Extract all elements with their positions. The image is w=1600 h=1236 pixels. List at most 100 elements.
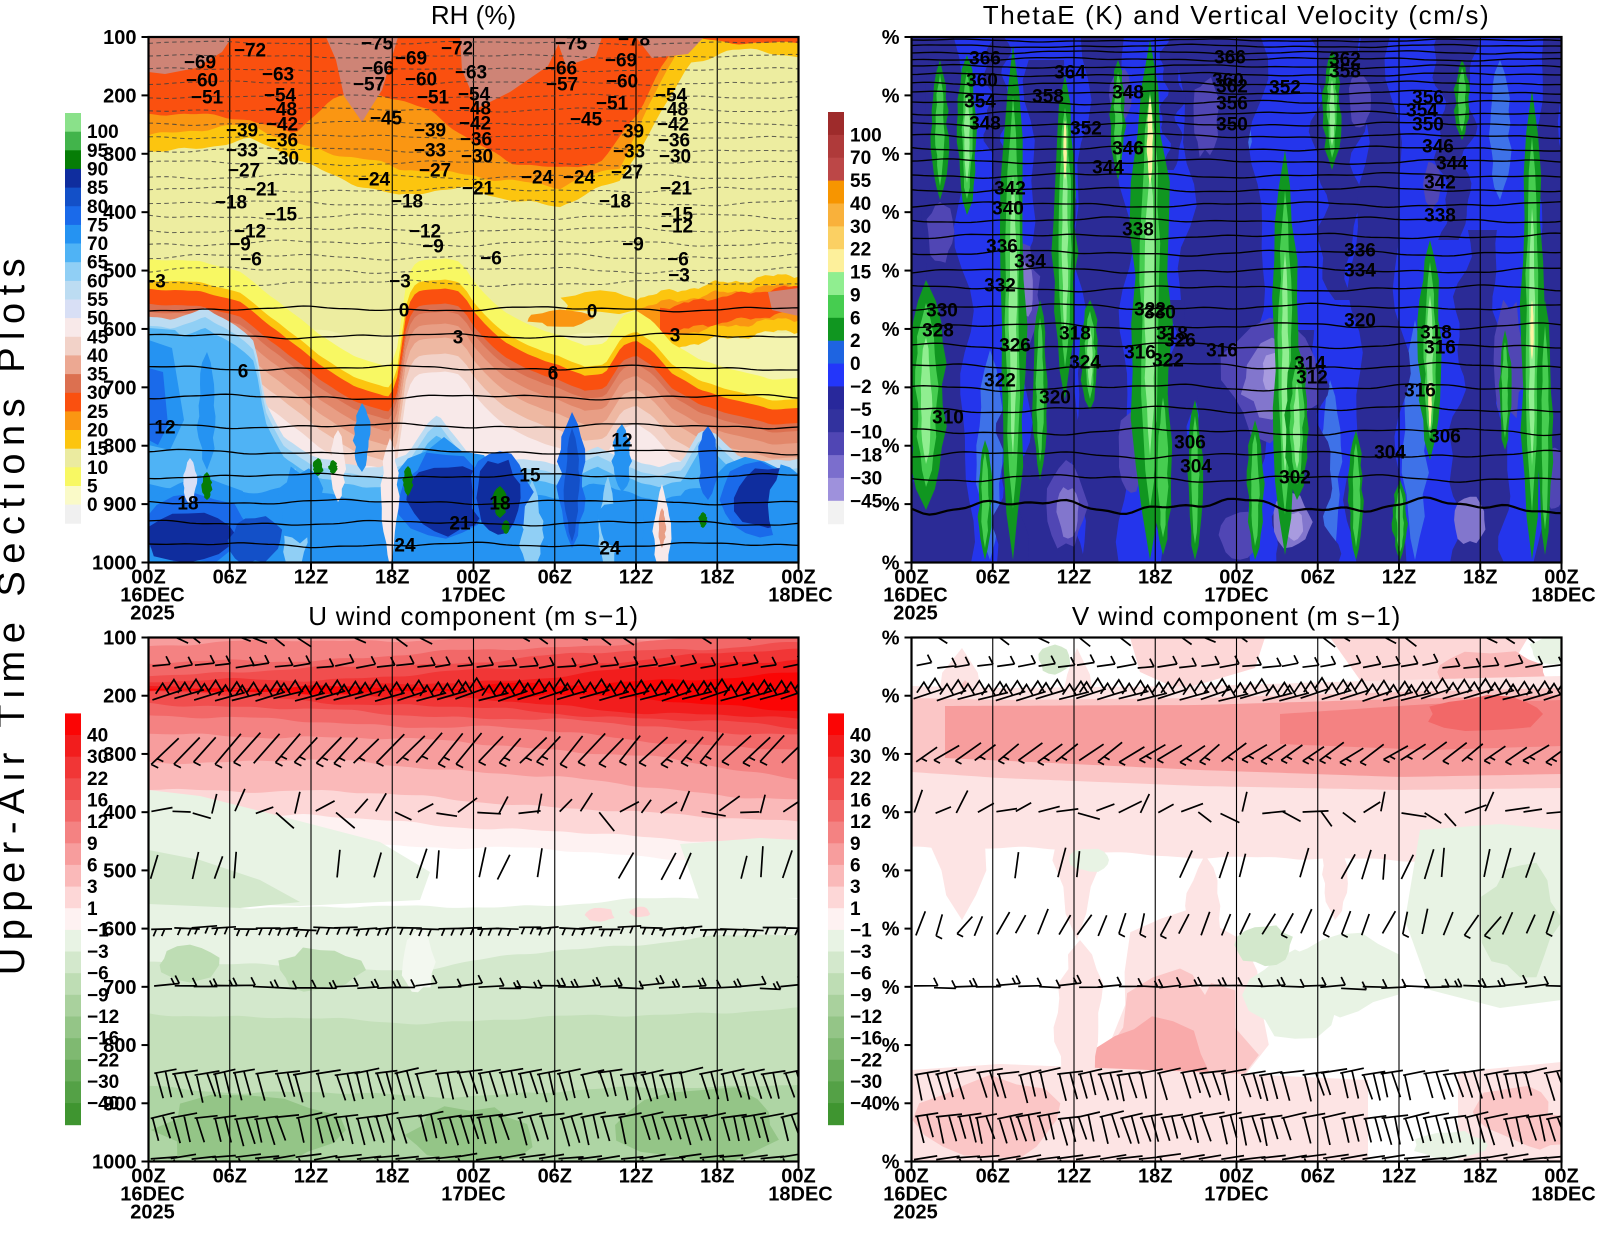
- svg-text:9: 9: [850, 286, 861, 307]
- svg-text:−1: −1: [87, 920, 109, 941]
- svg-text:06Z: 06Z: [976, 1166, 1010, 1188]
- svg-text:6: 6: [548, 364, 559, 385]
- svg-text:22: 22: [87, 769, 108, 790]
- svg-text:%: %: [882, 144, 900, 166]
- svg-text:70: 70: [87, 234, 108, 255]
- svg-text:320: 320: [1039, 388, 1071, 409]
- svg-text:00Z: 00Z: [131, 1166, 165, 1188]
- svg-text:16DEC: 16DEC: [120, 585, 184, 607]
- svg-text:−60: −60: [405, 70, 437, 91]
- svg-text:−12: −12: [850, 1007, 882, 1028]
- svg-text:338: 338: [1424, 206, 1456, 227]
- svg-text:344: 344: [1436, 154, 1468, 175]
- svg-text:322: 322: [984, 371, 1016, 392]
- svg-text:900: 900: [103, 494, 136, 516]
- svg-text:40: 40: [850, 194, 871, 215]
- svg-text:−45: −45: [570, 110, 603, 131]
- svg-text:−54: −54: [655, 86, 688, 107]
- svg-text:%: %: [882, 977, 900, 999]
- svg-text:%: %: [882, 436, 900, 458]
- svg-text:−42: −42: [459, 114, 491, 135]
- svg-text:5: 5: [87, 477, 98, 498]
- svg-text:%: %: [882, 686, 900, 708]
- svg-text:360: 360: [1212, 71, 1244, 92]
- svg-text:−36: −36: [460, 130, 492, 151]
- svg-text:12Z: 12Z: [294, 567, 328, 589]
- svg-text:316: 316: [1424, 338, 1456, 359]
- svg-text:12Z: 12Z: [294, 1166, 328, 1188]
- svg-text:40: 40: [850, 726, 871, 747]
- svg-text:65: 65: [87, 253, 109, 274]
- svg-text:12Z: 12Z: [619, 1166, 653, 1188]
- svg-text:ThetaE (K) and Vertical Veloci: ThetaE (K) and Vertical Velocity (cm/s): [983, 0, 1490, 30]
- svg-text:0: 0: [850, 354, 861, 375]
- svg-text:00Z: 00Z: [781, 567, 815, 589]
- svg-text:−33: −33: [226, 141, 258, 162]
- svg-text:−69: −69: [395, 49, 427, 70]
- svg-text:1000: 1000: [92, 553, 137, 575]
- svg-text:−48: −48: [265, 100, 297, 121]
- svg-text:17DEC: 17DEC: [441, 585, 505, 607]
- svg-text:3: 3: [670, 326, 681, 347]
- svg-text:00Z: 00Z: [131, 567, 165, 589]
- svg-text:%: %: [882, 85, 900, 107]
- svg-text:−39: −39: [414, 121, 446, 142]
- svg-text:15: 15: [519, 466, 541, 487]
- svg-text:330: 330: [926, 301, 958, 322]
- svg-text:−15: −15: [661, 205, 694, 226]
- svg-text:−30: −30: [850, 468, 882, 489]
- svg-text:−33: −33: [414, 141, 446, 162]
- svg-text:%: %: [882, 628, 900, 650]
- svg-text:348: 348: [969, 114, 1001, 135]
- svg-text:95: 95: [87, 141, 109, 162]
- svg-text:800: 800: [103, 436, 136, 458]
- svg-text:3: 3: [850, 877, 861, 898]
- svg-text:−30: −30: [87, 1072, 119, 1093]
- svg-text:−72: −72: [441, 39, 473, 60]
- svg-text:−48: −48: [459, 99, 491, 120]
- svg-text:100: 100: [103, 628, 136, 650]
- svg-text:−9: −9: [850, 985, 872, 1006]
- svg-text:U wind component (m s−1): U wind component (m s−1): [308, 601, 639, 631]
- svg-text:18Z: 18Z: [1138, 567, 1172, 589]
- svg-text:200: 200: [103, 686, 136, 708]
- svg-text:322: 322: [1152, 351, 1184, 372]
- svg-text:00Z: 00Z: [894, 567, 928, 589]
- svg-text:−57: −57: [546, 75, 578, 96]
- svg-text:356: 356: [1412, 88, 1444, 109]
- svg-text:6: 6: [850, 308, 861, 329]
- svg-text:06Z: 06Z: [1301, 1166, 1335, 1188]
- svg-text:30: 30: [850, 747, 871, 768]
- svg-text:−21: −21: [462, 179, 495, 200]
- svg-text:40: 40: [87, 726, 108, 747]
- svg-text:364: 364: [1054, 63, 1086, 84]
- svg-text:15: 15: [87, 439, 109, 460]
- svg-text:−78: −78: [618, 30, 650, 51]
- svg-text:Upper-Air Time Sections Plots: Upper-Air Time Sections Plots: [0, 251, 33, 975]
- svg-text:16DEC: 16DEC: [120, 1184, 184, 1206]
- svg-text:−27: −27: [419, 161, 451, 182]
- svg-text:−51: −51: [596, 94, 629, 115]
- svg-text:312: 312: [1296, 368, 1328, 389]
- svg-text:17DEC: 17DEC: [441, 1184, 505, 1206]
- svg-text:342: 342: [994, 179, 1026, 200]
- svg-text:−10: −10: [850, 423, 882, 444]
- svg-text:2: 2: [850, 331, 861, 352]
- svg-text:−3: −3: [668, 266, 690, 287]
- svg-text:16DEC: 16DEC: [883, 1184, 947, 1206]
- svg-text:−6: −6: [480, 249, 502, 270]
- svg-text:80: 80: [87, 197, 108, 218]
- svg-text:25: 25: [87, 402, 109, 423]
- svg-text:12: 12: [611, 431, 632, 452]
- svg-text:−18: −18: [391, 192, 423, 213]
- svg-text:75: 75: [87, 215, 109, 236]
- svg-text:358: 358: [1032, 87, 1064, 108]
- svg-text:306: 306: [1174, 433, 1206, 454]
- svg-text:35: 35: [87, 365, 109, 386]
- svg-text:352: 352: [1269, 78, 1301, 99]
- svg-text:100: 100: [850, 125, 882, 146]
- svg-text:16: 16: [850, 791, 871, 812]
- svg-text:%: %: [882, 553, 900, 575]
- svg-text:200: 200: [103, 85, 136, 107]
- svg-text:%: %: [882, 802, 900, 824]
